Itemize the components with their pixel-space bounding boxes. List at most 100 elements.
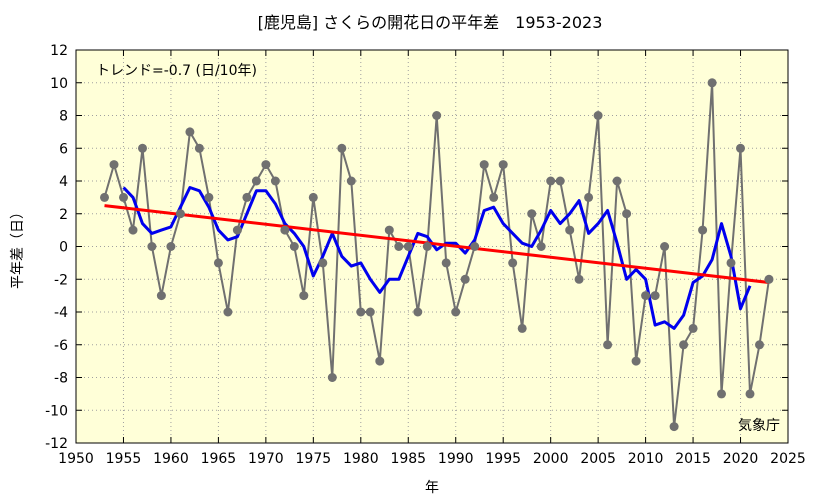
moving-average-line — [122, 186, 752, 330]
x-tick-label: 2010 — [628, 451, 664, 467]
data-point — [555, 176, 565, 186]
data-point — [527, 209, 537, 219]
data-point — [318, 258, 328, 268]
data-point — [422, 242, 432, 251]
data-point — [289, 242, 299, 251]
data-point — [100, 192, 109, 202]
y-tick-label: -8 — [54, 371, 68, 387]
data-point — [261, 160, 271, 170]
data-point — [327, 373, 337, 382]
data-point — [308, 192, 318, 202]
data-point — [736, 143, 745, 153]
data-point — [574, 274, 584, 284]
y-tick-label: 10 — [50, 76, 68, 92]
data-points — [100, 78, 774, 432]
data-point — [584, 192, 594, 202]
data-point — [717, 389, 726, 399]
data-point — [451, 307, 461, 317]
data-point — [128, 225, 138, 235]
data-point — [726, 258, 736, 268]
data-point — [669, 422, 679, 432]
data-point — [707, 78, 717, 88]
data-point — [631, 356, 641, 366]
x-tick-label: 1970 — [248, 451, 284, 467]
trend-line — [104, 204, 770, 284]
x-tick-labels: 1950 1955 1960 1965 1970 1975 1980 1985 1990 1995… — [58, 451, 806, 467]
data-point — [242, 192, 252, 202]
data-point — [460, 274, 470, 284]
data-point — [185, 127, 195, 137]
data-point — [109, 160, 119, 170]
y-tick-label: -10 — [45, 403, 68, 419]
y-tick-label: 12 — [50, 43, 68, 59]
y-tick-label: 8 — [59, 109, 68, 125]
y-tick-label: -6 — [54, 338, 68, 354]
data-point — [119, 192, 128, 202]
data-point — [223, 307, 233, 317]
data-point — [479, 160, 489, 170]
data-point — [251, 176, 261, 186]
data-point — [147, 242, 157, 251]
data-point — [138, 143, 147, 153]
data-point — [498, 160, 508, 170]
x-tick-label: 2025 — [770, 451, 806, 467]
data-point — [280, 225, 290, 235]
data-point — [337, 143, 347, 153]
data-point — [194, 143, 204, 153]
x-tick-label: 1995 — [485, 451, 521, 467]
data-point — [508, 258, 518, 268]
data-point — [299, 291, 309, 301]
chart-title: [鹿児島] さくらの開花日の平年差 1953-2023 — [258, 13, 603, 32]
data-point — [641, 291, 651, 301]
data-point — [688, 323, 698, 333]
data-point — [698, 225, 708, 235]
data-point — [432, 111, 442, 120]
data-point — [565, 225, 575, 235]
y-tick-label: -2 — [54, 272, 68, 288]
data-point — [365, 307, 375, 317]
data-point — [156, 291, 166, 301]
data-point — [356, 307, 366, 317]
x-tick-label: 2005 — [580, 451, 616, 467]
y-tick-label: 6 — [59, 141, 68, 157]
y-axis-label: 平年差（日） — [10, 205, 26, 289]
y-tick-label: -4 — [54, 305, 68, 321]
x-tick-label: 1965 — [201, 451, 237, 467]
data-point — [384, 225, 394, 235]
y-tick-label: 2 — [59, 207, 68, 223]
data-point — [764, 274, 774, 284]
data-point — [546, 176, 556, 186]
data-point — [489, 192, 499, 202]
x-tick-label: 1985 — [390, 451, 426, 467]
x-tick-label: 2000 — [533, 451, 569, 467]
x-tick-label: 1955 — [106, 451, 142, 467]
data-point — [346, 176, 356, 186]
data-point — [166, 242, 176, 251]
data-point — [403, 242, 413, 251]
x-tick-label: 1950 — [58, 451, 94, 467]
data-point — [517, 323, 527, 333]
data-point — [441, 258, 451, 268]
x-axis-label: 年 — [425, 480, 439, 496]
data-point — [204, 192, 214, 202]
x-tick-label: 2015 — [675, 451, 711, 467]
data-point — [612, 176, 622, 186]
data-point — [679, 340, 689, 350]
data-point — [470, 242, 480, 251]
source-label: 気象庁 — [738, 418, 780, 434]
data-point — [603, 340, 613, 350]
data-point — [622, 209, 632, 219]
data-point — [213, 258, 223, 268]
x-tick-label: 1990 — [438, 451, 474, 467]
data-point — [175, 209, 185, 219]
y-tick-label: 4 — [59, 174, 68, 190]
data-point — [270, 176, 280, 186]
data-point — [660, 242, 670, 251]
y-tick-label: -12 — [45, 436, 68, 452]
data-point — [755, 340, 764, 350]
y-tick-labels: -12 -10 -8 -6 -4 -2 0 2 4 6 8 10 12 — [45, 43, 68, 452]
data-point — [375, 356, 385, 366]
trend-label: トレンド=-0.7 (日/10年) — [96, 63, 257, 79]
data-point — [536, 242, 546, 251]
